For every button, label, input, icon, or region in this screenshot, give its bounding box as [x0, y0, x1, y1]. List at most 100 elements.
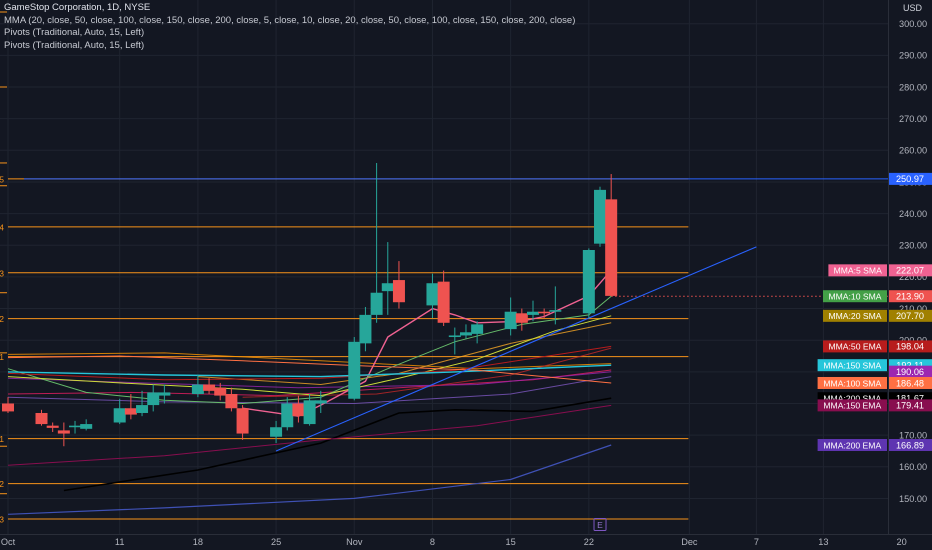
ma-line-mma-50-ema	[7, 345, 612, 381]
candle-body	[471, 324, 484, 334]
candle-body	[236, 408, 249, 434]
candles	[2, 162, 618, 447]
price-label-value-bg	[889, 376, 932, 389]
price-label-name-bg	[817, 376, 887, 389]
price-label-name-bg	[817, 359, 887, 372]
ma-line-mma-200-ema	[7, 444, 612, 515]
price-label-name: MMA:150 EMA	[823, 401, 881, 411]
price-tick-label: 260.00	[899, 146, 927, 156]
candle-body	[526, 311, 539, 315]
pivot-label-r5: R5	[0, 174, 4, 184]
price-label-name-bg	[823, 309, 887, 322]
candle-body	[348, 341, 361, 399]
time-tick-label: 8	[430, 537, 435, 547]
price-label-value: 179.41	[896, 401, 924, 411]
price-label-value: 207.70	[896, 311, 924, 321]
time-tick-label: 18	[193, 537, 203, 547]
time-tick-label: 7	[754, 537, 759, 547]
pivots-indicator-legend-2[interactable]: Pivots (Traditional, Auto, 15, Left)	[4, 39, 145, 51]
candle-body	[437, 281, 450, 323]
price-tick-label: 150.00	[899, 494, 927, 504]
price-tick-label: 240.00	[899, 209, 927, 219]
candle-body	[35, 412, 48, 425]
price-label: MMA:50 EMA 198.04	[823, 340, 932, 353]
candle	[35, 409, 48, 426]
candle-body	[225, 394, 238, 409]
time-tick-label: 25	[271, 537, 281, 547]
price-tick-label: 270.00	[899, 114, 927, 124]
candle	[605, 174, 618, 296]
pivot-label-r1: R1	[0, 352, 4, 362]
price-label-name: MMA:20 SMA	[828, 311, 881, 321]
candle	[69, 420, 82, 434]
currency-label[interactable]: USD	[902, 3, 922, 13]
time-tick-label: 22	[584, 537, 594, 547]
price-label-value-bg	[889, 264, 932, 277]
candle-body	[426, 283, 439, 306]
candle-body	[2, 403, 14, 412]
candle-body	[370, 292, 383, 315]
ma-line-mma-150-ema	[7, 404, 612, 466]
price-label: 213.90	[889, 290, 932, 303]
candle-body	[549, 310, 562, 312]
candle	[392, 261, 405, 309]
candle	[594, 186, 607, 247]
time-tick-label: 15	[506, 537, 516, 547]
candle	[158, 384, 171, 404]
price-tick-label: 210.00	[899, 304, 927, 314]
price-tick-label: 230.00	[899, 241, 927, 251]
price-label-name: MMA:5 SMA	[834, 266, 882, 276]
price-label-name: MMA:10 SMA	[828, 292, 881, 302]
time-tick-label: 13	[818, 537, 828, 547]
candle	[191, 375, 204, 398]
candle-body	[392, 280, 405, 303]
chart-legend: GameStop Corporation, 1D, NYSE MMA (20, …	[4, 2, 575, 52]
price-label-name: MMA:200 EMA	[823, 440, 881, 450]
price-label: 190.06	[889, 365, 932, 378]
candle	[370, 162, 383, 323]
symbol-title[interactable]: GameStop Corporation, 1D, NYSE	[4, 2, 151, 13]
candle	[2, 397, 14, 413]
candle-body	[214, 387, 227, 396]
candle	[147, 384, 160, 412]
price-tick-label: 160.00	[899, 462, 927, 472]
candle	[236, 405, 249, 440]
price-label: MMA:200 EMA 166.89	[817, 438, 932, 451]
price-label-name: MMA:100 SMA	[823, 378, 881, 388]
candle	[281, 397, 294, 431]
time-tick-label: Oct	[1, 537, 16, 547]
price-label-name-bg	[823, 340, 887, 353]
candle-body	[158, 392, 171, 396]
candle	[303, 394, 316, 426]
ma-line	[197, 322, 612, 386]
price-label-name: MMA:150 SMA	[823, 360, 881, 370]
pivot-label-r2: R2	[0, 314, 4, 324]
mma-indicator-legend[interactable]: MMA (20, close, 50, close, 100, close, 1…	[4, 14, 576, 26]
candle-body	[314, 400, 327, 404]
candle	[549, 286, 562, 325]
price-label: MMA:10 SMA	[823, 290, 887, 303]
candle-body	[504, 311, 517, 330]
price-tick-label: 170.00	[899, 430, 927, 440]
candle	[459, 324, 472, 339]
candle	[214, 382, 227, 401]
candle-body	[136, 405, 149, 413]
pivots-indicator-legend-1[interactable]: Pivots (Traditional, Auto, 15, Left)	[4, 27, 145, 39]
candle-body	[515, 313, 528, 323]
time-tick-label: Nov	[346, 537, 363, 547]
candle	[225, 387, 238, 412]
pivot-label-r4: R4	[0, 222, 4, 232]
price-label-value: 166.89	[896, 440, 924, 450]
candle	[504, 297, 517, 336]
candle-body	[80, 424, 93, 429]
candle	[448, 327, 461, 355]
time-tick-label: 20	[896, 537, 906, 547]
price-label-name-bg	[817, 399, 887, 412]
candle	[348, 337, 361, 401]
pivot-label-s3: S3	[0, 515, 4, 525]
candle	[426, 273, 439, 319]
candle-body	[113, 408, 126, 423]
price-label-name: MMA:50 EMA	[828, 342, 881, 352]
